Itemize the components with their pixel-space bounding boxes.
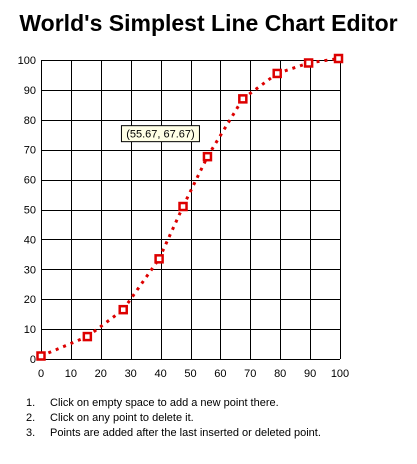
x-tick-label: 100 — [331, 368, 349, 380]
data-point[interactable] — [238, 94, 248, 104]
y-tick-label: 40 — [24, 234, 36, 246]
x-tick-label: 80 — [274, 368, 286, 380]
y-tick-label: 30 — [24, 264, 36, 276]
series-segment — [40, 335, 88, 358]
tooltip-text: (55.67, 67.67) — [126, 129, 195, 141]
x-tick-label: 50 — [184, 368, 196, 380]
page-title: World's Simplest Line Chart Editor — [19, 10, 398, 36]
y-tick-label: 50 — [24, 205, 36, 217]
series-line — [40, 57, 339, 358]
series-segment — [181, 156, 209, 208]
data-point[interactable] — [36, 351, 46, 361]
series-segment — [121, 257, 161, 311]
y-tick-label: 0 — [30, 354, 36, 366]
x-tick-label: 40 — [154, 368, 166, 380]
series-segment — [308, 57, 339, 65]
data-point[interactable] — [118, 304, 128, 315]
series-markers[interactable] — [36, 53, 344, 361]
y-tick-label: 20 — [24, 294, 36, 306]
data-point[interactable] — [303, 58, 314, 68]
y-tick-label: 10 — [24, 324, 36, 336]
series-segment — [157, 205, 185, 260]
series-segment — [206, 98, 245, 158]
data-point[interactable] — [178, 201, 188, 212]
instruction-text: Click on any point to delete it. — [50, 412, 194, 424]
instruction-item: 1. Click on empty space to add a new poi… — [26, 396, 321, 411]
y-tick-label: 80 — [24, 115, 36, 127]
point-tooltip: (55.67, 67.67) — [120, 125, 200, 143]
y-tick-label: 100 — [18, 55, 36, 67]
x-tick-label: 70 — [244, 368, 256, 380]
series-segment — [241, 72, 279, 101]
data-point[interactable] — [82, 331, 93, 342]
x-tick-label: 0 — [38, 368, 44, 380]
line-chart[interactable]: 0 10 20 30 40 50 60 70 80 90 100 0 10 20 30 40 50 60 70 80 9… — [0, 0, 417, 390]
y-tick-label: 60 — [24, 175, 36, 187]
instruction-text: Points are added after the last inserted… — [50, 427, 321, 439]
series-segment — [86, 308, 125, 338]
x-tick-label: 90 — [304, 368, 316, 380]
series-segment — [276, 61, 310, 75]
instruction-number: 1. — [26, 397, 36, 409]
data-point[interactable] — [202, 151, 213, 162]
instructions-list: 1. Click on empty space to add a new poi… — [26, 396, 321, 441]
x-tick-label: 20 — [95, 368, 107, 380]
x-tick-label: 60 — [214, 368, 226, 380]
tick-labels: 0 10 20 30 40 50 60 70 80 90 100 0 10 20 30 40 50 60 70 80 9… — [18, 55, 350, 380]
y-tick-label: 90 — [24, 85, 36, 97]
data-point[interactable] — [272, 68, 282, 79]
x-tick-label: 30 — [125, 368, 137, 380]
instruction-number: 2. — [26, 412, 36, 424]
y-tick-label: 70 — [24, 145, 36, 157]
instruction-item: 2. Click on any point to delete it. — [26, 411, 321, 426]
instruction-item: 3. Points are added after the last inser… — [26, 426, 321, 441]
x-tick-label: 10 — [65, 368, 77, 380]
data-point[interactable] — [154, 254, 164, 264]
data-point[interactable] — [333, 53, 344, 64]
instruction-number: 3. — [26, 427, 36, 439]
tooltip-box — [120, 125, 200, 143]
instruction-text: Click on empty space to add a new point … — [50, 397, 279, 409]
chart-grid — [41, 60, 341, 360]
